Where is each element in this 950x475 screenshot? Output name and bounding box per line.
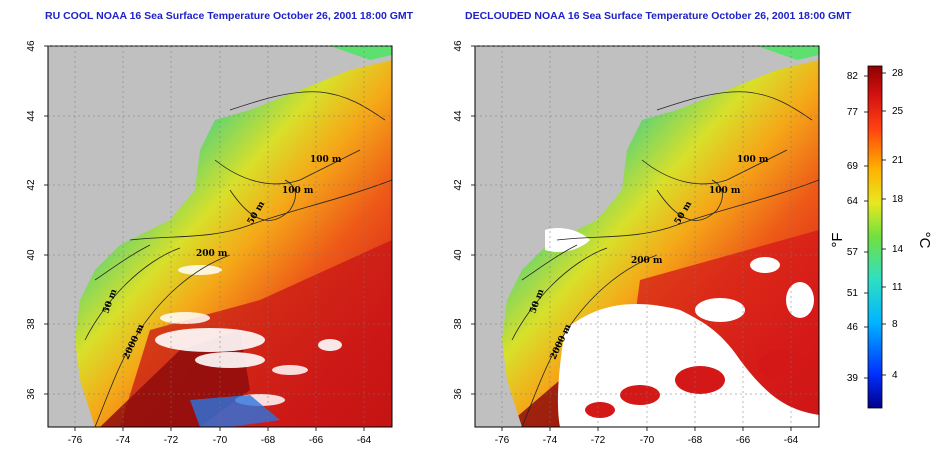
left-panel-title: RU COOL NOAA 16 Sea Surface Temperature … bbox=[45, 10, 414, 22]
celsius-unit-label: °C bbox=[916, 232, 933, 249]
celsius-tick-label: 14 bbox=[892, 244, 904, 255]
lon-tick-label: -76 bbox=[68, 435, 83, 446]
lon-tick-label: -74 bbox=[116, 435, 131, 446]
celsius-tick-label: 8 bbox=[892, 319, 898, 330]
celsius-tick-label: 25 bbox=[892, 106, 904, 117]
lon-tick-label: -68 bbox=[688, 435, 703, 446]
right-axis-ticks: -76 -74 -72 -70 -68 -66 -64 46 44 42 40 38 36 bbox=[453, 40, 819, 446]
celsius-tick-label: 18 bbox=[892, 194, 904, 205]
lat-tick-label: 38 bbox=[453, 318, 464, 330]
lat-tick-label: 40 bbox=[453, 249, 464, 261]
contour-label: 100 m bbox=[310, 155, 342, 165]
colorbar-scale bbox=[867, 65, 883, 409]
lat-tick-label: 36 bbox=[453, 388, 464, 400]
lon-tick-label: -66 bbox=[309, 435, 324, 446]
lon-tick-label: -74 bbox=[543, 435, 558, 446]
fahrenheit-tick-label: 57 bbox=[847, 247, 859, 258]
lat-tick-label: 40 bbox=[26, 249, 37, 261]
lon-tick-label: -76 bbox=[495, 435, 510, 446]
land bbox=[48, 46, 392, 427]
lon-tick-label: -70 bbox=[640, 435, 655, 446]
fahrenheit-tick-label: 77 bbox=[847, 107, 859, 118]
fahrenheit-tick-label: 64 bbox=[847, 196, 859, 207]
lat-tick-label: 36 bbox=[26, 388, 37, 400]
bathymetry-contours bbox=[84, 91, 392, 427]
lon-tick-label: -72 bbox=[591, 435, 606, 446]
fahrenheit-unit-label: °F bbox=[829, 232, 846, 247]
left-map-image: 100 m 100 m 50 m 200 m 50 m 2000 m bbox=[48, 46, 392, 427]
lat-tick-label: 44 bbox=[453, 110, 464, 122]
right-panel-title: DECLOUDED NOAA 16 Sea Surface Temperatur… bbox=[465, 10, 852, 22]
lat-tick-label: 46 bbox=[453, 40, 464, 52]
lon-tick-label: -64 bbox=[784, 435, 799, 446]
celsius-tick-label: 11 bbox=[892, 282, 903, 293]
colorbar-ticks: 82 77 69 64 57 51 46 39 28 25 21 18 14 11 8 4 bbox=[847, 68, 904, 384]
lon-tick-label: -64 bbox=[357, 435, 372, 446]
contour-label: 100 m bbox=[709, 186, 741, 196]
cold-cloud-edge bbox=[190, 395, 280, 427]
celsius-tick-label: 4 bbox=[892, 370, 898, 381]
celsius-tick-label: 28 bbox=[892, 68, 904, 79]
right-map-panel: 100 m 100 m 50 m 200 m 50 m 2000 m -76 -7… bbox=[453, 40, 820, 446]
lat-tick-label: 42 bbox=[26, 179, 37, 191]
contour-label: 100 m bbox=[737, 155, 769, 165]
contour-label: 200 m bbox=[196, 249, 228, 259]
lon-tick-label: -72 bbox=[164, 435, 179, 446]
fahrenheit-tick-label: 51 bbox=[847, 288, 859, 299]
left-axis-ticks: -76 -74 -72 -70 -68 -66 -64 46 44 42 40 38 36 bbox=[26, 40, 392, 446]
fahrenheit-tick-label: 46 bbox=[847, 322, 859, 333]
coastal-water bbox=[757, 46, 819, 60]
lon-tick-label: -70 bbox=[213, 435, 228, 446]
colorbar: 82 77 69 64 57 51 46 39 28 25 21 18 14 11 8 4 °F °C bbox=[829, 65, 933, 409]
fahrenheit-tick-label: 82 bbox=[847, 71, 859, 82]
land bbox=[475, 46, 819, 427]
lat-tick-label: 38 bbox=[26, 318, 37, 330]
bathymetry-contours bbox=[511, 91, 819, 427]
lon-tick-label: -66 bbox=[736, 435, 751, 446]
celsius-tick-label: 21 bbox=[892, 155, 904, 166]
lat-tick-label: 44 bbox=[26, 110, 37, 122]
lat-tick-label: 46 bbox=[26, 40, 37, 52]
coastal-water bbox=[330, 46, 392, 60]
fahrenheit-tick-label: 69 bbox=[847, 161, 859, 172]
lat-tick-label: 42 bbox=[453, 179, 464, 191]
left-map-panel: 100 m 100 m 50 m 200 m 50 m 2000 m -76 -7… bbox=[26, 40, 393, 446]
fahrenheit-tick-label: 39 bbox=[847, 373, 859, 384]
contour-label: 100 m bbox=[282, 186, 314, 196]
lon-tick-label: -68 bbox=[261, 435, 276, 446]
